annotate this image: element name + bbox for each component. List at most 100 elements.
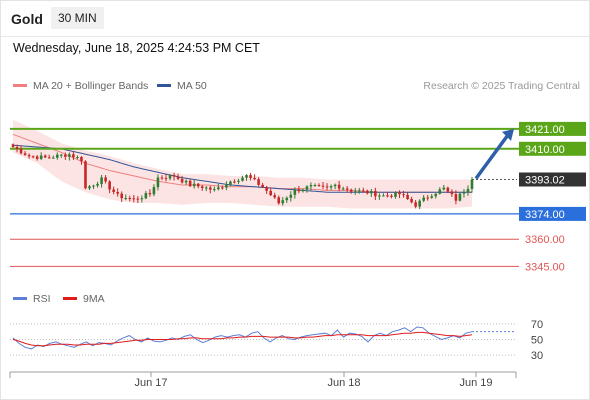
candle-body xyxy=(19,148,23,154)
candle xyxy=(422,194,425,203)
candle xyxy=(349,188,353,194)
candle-body xyxy=(39,155,43,159)
candle-body xyxy=(285,197,289,201)
rsi-line xyxy=(12,326,473,350)
candle-body xyxy=(321,185,325,187)
candle-body xyxy=(204,187,208,189)
ma50-swatch xyxy=(157,83,171,87)
candle-body xyxy=(305,186,309,190)
candle xyxy=(152,184,156,197)
candle xyxy=(148,189,152,197)
level-label-3360.00: 3360.00 xyxy=(525,234,565,246)
candle-body xyxy=(120,193,124,199)
candle xyxy=(164,174,168,182)
ma50-label: MA 50 xyxy=(177,80,207,92)
candle xyxy=(434,193,438,199)
candle xyxy=(241,175,244,182)
candle xyxy=(80,156,83,165)
candle-body xyxy=(345,188,349,190)
candle xyxy=(353,187,357,195)
candle-body xyxy=(269,190,272,196)
candle xyxy=(55,152,59,160)
candle xyxy=(47,154,51,159)
candle xyxy=(293,187,297,199)
candle xyxy=(337,180,341,192)
candle xyxy=(374,187,377,201)
candle xyxy=(200,184,204,191)
candle xyxy=(64,152,67,160)
candle xyxy=(39,152,43,161)
rsi-ma-line xyxy=(12,331,473,347)
candle xyxy=(180,175,184,184)
candle-body xyxy=(297,189,301,192)
candle xyxy=(257,177,260,187)
candle-body xyxy=(80,157,83,162)
candle-body xyxy=(265,187,268,191)
candle-body xyxy=(430,196,434,198)
candle-body xyxy=(124,197,128,199)
candle xyxy=(261,182,264,188)
candlesticks xyxy=(11,143,474,210)
candle-body xyxy=(329,186,333,188)
last-price-label: 3393.02 xyxy=(525,174,565,186)
rsi-ma-label: 9MA xyxy=(83,293,105,305)
level-label-3345.00: 3345.00 xyxy=(525,261,565,273)
candle xyxy=(128,195,132,202)
candle xyxy=(462,189,466,198)
candle-body xyxy=(35,156,39,159)
candle xyxy=(176,173,180,181)
candle xyxy=(297,185,301,194)
timeframe-button[interactable]: 30 MIN xyxy=(51,7,104,29)
candle xyxy=(458,192,462,202)
candle xyxy=(386,191,389,198)
candle-body xyxy=(462,192,466,194)
candle-body xyxy=(96,183,99,186)
candle xyxy=(120,191,124,203)
candle-body xyxy=(180,178,184,183)
symbol-title: Gold xyxy=(11,11,43,27)
rsi-tick-70: 70 xyxy=(531,319,543,331)
candle-body xyxy=(31,156,35,158)
candle xyxy=(51,155,55,159)
candle-body xyxy=(341,188,345,190)
level-tags: 3421.00 3410.00 3393.02 3374.00 3360.00 3345.… xyxy=(519,121,586,273)
candle xyxy=(27,153,31,159)
candle-body xyxy=(43,155,47,158)
candle-body xyxy=(426,197,430,199)
level-tag-3410.00 xyxy=(519,141,586,156)
candle xyxy=(321,181,325,190)
candle-body xyxy=(414,202,417,207)
candle-body xyxy=(23,153,27,155)
candle xyxy=(84,160,87,190)
candle xyxy=(454,190,458,205)
candle xyxy=(345,185,349,193)
level-tag-3421.00 xyxy=(519,121,586,136)
candle xyxy=(333,183,337,190)
candle xyxy=(450,189,454,197)
candle-body xyxy=(241,177,244,181)
candle xyxy=(160,175,164,181)
candle-body xyxy=(140,198,144,200)
bollinger-band xyxy=(13,119,472,209)
candle xyxy=(217,183,220,191)
candle xyxy=(112,186,115,195)
rsi-swatch xyxy=(13,296,27,300)
candle-body xyxy=(132,198,136,200)
candle xyxy=(470,176,474,193)
candle-body xyxy=(293,189,297,195)
candle-body xyxy=(406,194,409,200)
candle xyxy=(253,174,256,181)
candle-body xyxy=(176,176,180,179)
candle-body xyxy=(51,157,55,159)
candle-body xyxy=(446,187,450,192)
candle xyxy=(76,155,79,160)
ma20-label: MA 20 + Bollinger Bands xyxy=(33,80,149,92)
candle-body xyxy=(458,193,462,201)
candle-body xyxy=(281,200,285,204)
candle-body xyxy=(273,195,277,198)
candle xyxy=(233,179,236,184)
candle-body xyxy=(309,185,313,187)
candle xyxy=(466,185,470,196)
legend-ma50: MA 50 xyxy=(157,80,207,92)
